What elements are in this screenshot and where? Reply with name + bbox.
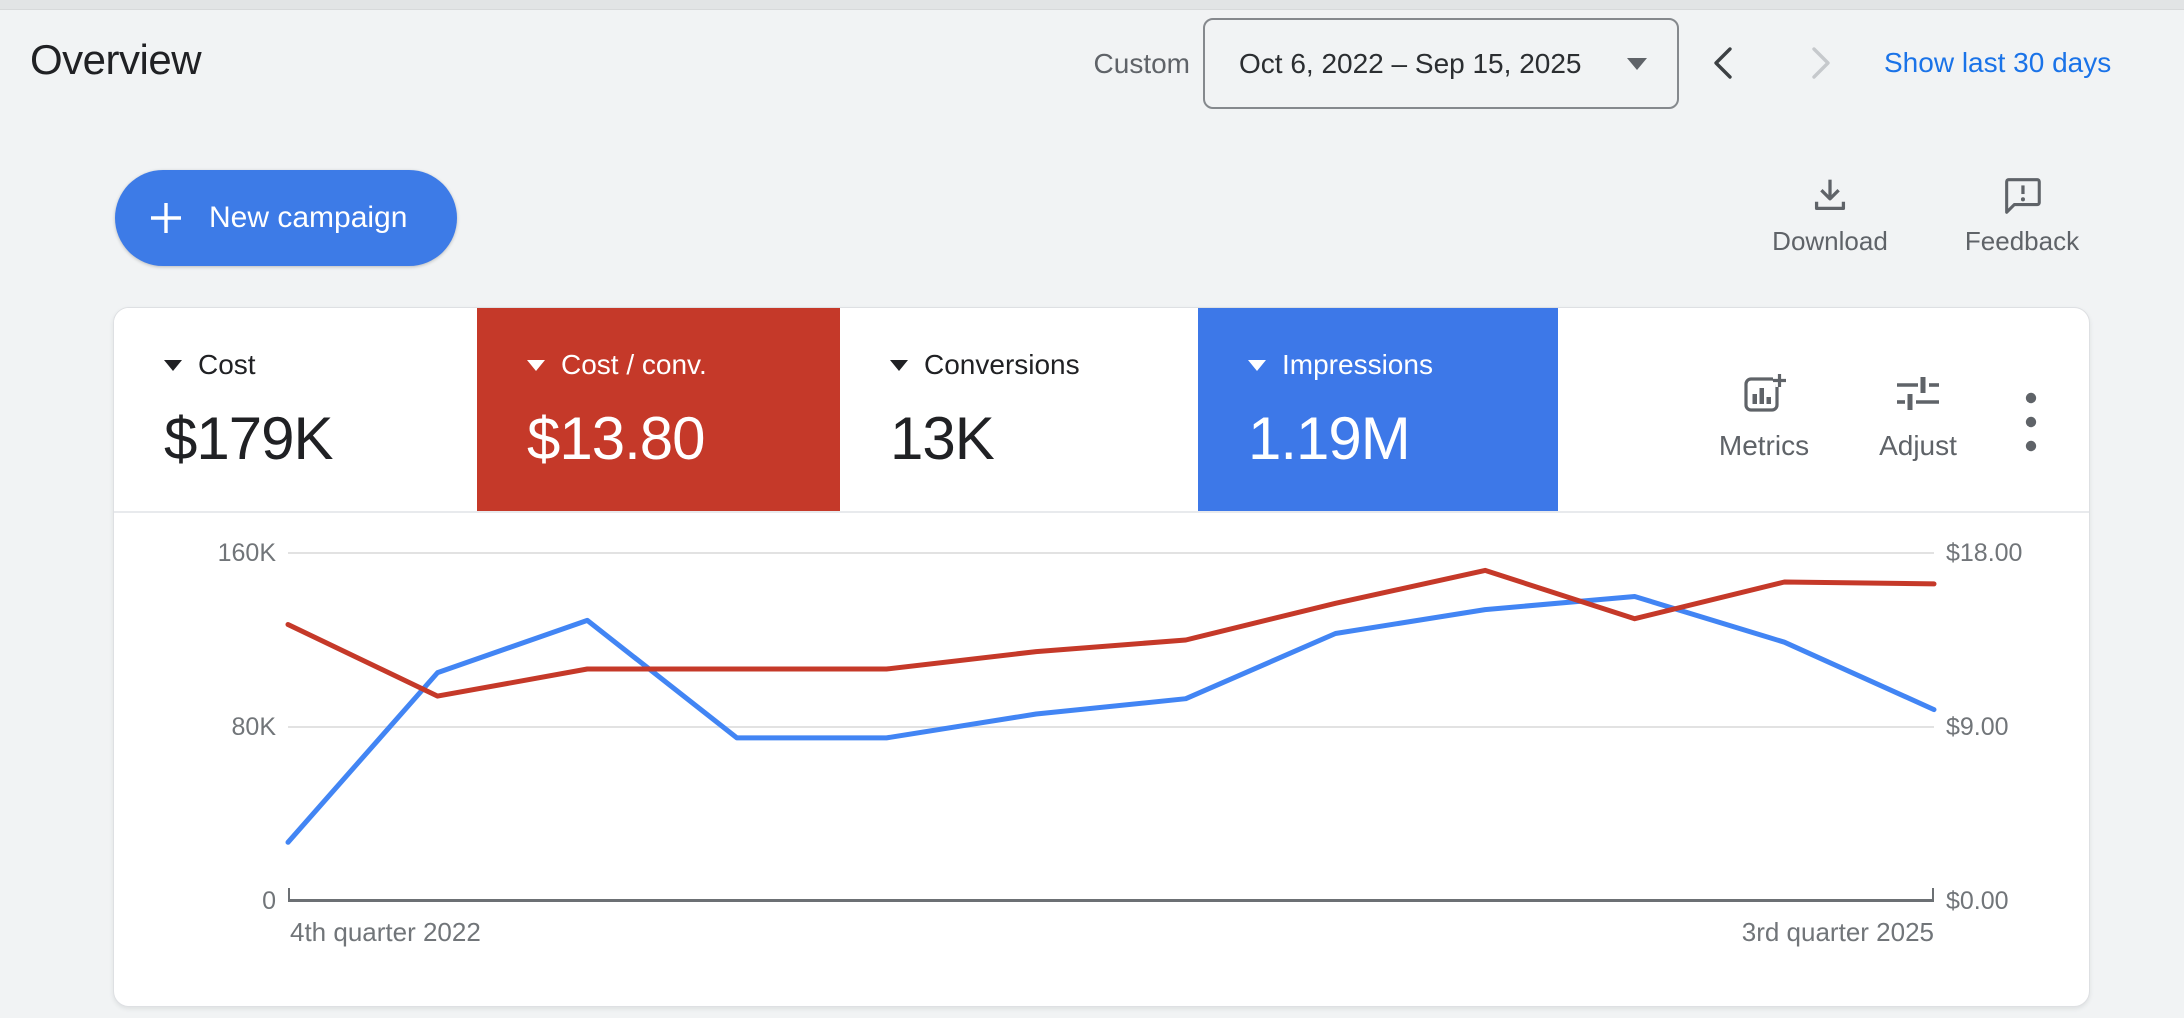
date-range-type-label: Custom: [1093, 48, 1190, 79]
new-campaign-button[interactable]: New campaign: [115, 170, 457, 266]
adjust-sliders-icon: [1897, 377, 1939, 410]
metric-dropdown-icon: [890, 359, 908, 371]
feedback-label: Feedback: [1964, 226, 2080, 256]
left-axis-tick-160k: 160K: [217, 539, 276, 567]
gridline-80k: [288, 726, 1934, 728]
metrics-label: Metrics: [1718, 430, 1810, 461]
chevron-left-icon: [1714, 47, 1732, 79]
gridline-160k: [288, 552, 1934, 554]
left-axis-tick-0: 0: [262, 887, 276, 915]
plus-icon: [151, 203, 181, 233]
scorecard-value: 1.19M: [1248, 405, 1411, 472]
adjust-label: Adjust: [1879, 430, 1957, 461]
feedback-icon: [2005, 178, 2041, 214]
scorecard-value: 13K: [890, 405, 995, 472]
metrics-button[interactable]: Metrics: [1684, 368, 1844, 462]
download-icon: [1814, 179, 1846, 211]
right-axis-tick-18: $18.00: [1946, 539, 2023, 567]
scorecard-label: Cost / conv.: [561, 349, 707, 380]
adjust-button[interactable]: Adjust: [1838, 368, 1998, 462]
metric-dropdown-icon: [1248, 359, 1266, 371]
scorecard-cost-per-conv[interactable]: Cost / conv. $13.80: [477, 308, 840, 511]
scorecard-label: Impressions: [1282, 349, 1433, 380]
scorecard-value: $13.80: [527, 405, 706, 472]
performance-chart: 160K 80K 0 $18.00 $9.00 $0.00 4th quarte…: [114, 513, 2089, 1006]
scorecard-value: $179K: [164, 405, 334, 472]
axis-tick-left: [288, 888, 290, 902]
show-last-30-days-link[interactable]: Show last 30 days: [1884, 47, 2112, 78]
feedback-button[interactable]: Feedback: [1940, 172, 2104, 257]
chart-svg: [285, 567, 1937, 845]
scorecard-row: Cost $179K Cost / conv. $13.80 Conversio…: [114, 308, 2089, 511]
series-line-cost-conv: [285, 567, 1937, 699]
x-axis-first-label: 4th quarter 2022: [290, 917, 481, 947]
chevron-right-icon: [1812, 47, 1830, 79]
chevron-down-icon: [1627, 57, 1647, 70]
metric-dropdown-icon: [164, 359, 182, 371]
scorecard-label: Conversions: [924, 349, 1080, 380]
previous-period-button[interactable]: [1694, 34, 1752, 92]
download-button[interactable]: Download: [1748, 172, 1912, 257]
card-divider: [114, 511, 2089, 513]
top-scroll-edge: [0, 0, 2184, 10]
download-label: Download: [1772, 226, 1888, 256]
vertical-dots-icon: [2025, 392, 2037, 452]
x-axis-last-label: 3rd quarter 2025: [1741, 917, 1934, 947]
scorecard-cost[interactable]: Cost $179K: [114, 308, 477, 511]
metric-dropdown-icon: [527, 359, 545, 371]
left-axis-tick-80k: 80K: [231, 713, 276, 741]
overview-summary-card: Cost $179K Cost / conv. $13.80 Conversio…: [113, 307, 2090, 1007]
x-axis-line: [288, 899, 1934, 902]
scorecard-impressions[interactable]: Impressions 1.19M: [1198, 308, 1558, 511]
axis-tick-right: [1932, 888, 1934, 902]
right-axis-tick-9: $9.00: [1946, 713, 2009, 741]
date-range-value: Oct 6, 2022 – Sep 15, 2025: [1239, 47, 1582, 79]
right-axis-tick-0: $0.00: [1946, 887, 2009, 915]
page-title: Overview: [30, 36, 202, 83]
series-line-impressions: [285, 594, 1937, 845]
next-period-button[interactable]: [1792, 34, 1850, 92]
scorecard-label: Cost: [198, 349, 256, 380]
scorecard-conversions[interactable]: Conversions 13K: [840, 308, 1198, 511]
date-range-picker[interactable]: Oct 6, 2022 – Sep 15, 2025: [1203, 18, 1679, 109]
more-options-button[interactable]: [2003, 374, 2059, 470]
metrics-icon: [1744, 374, 1786, 412]
new-campaign-label: New campaign: [209, 201, 408, 234]
